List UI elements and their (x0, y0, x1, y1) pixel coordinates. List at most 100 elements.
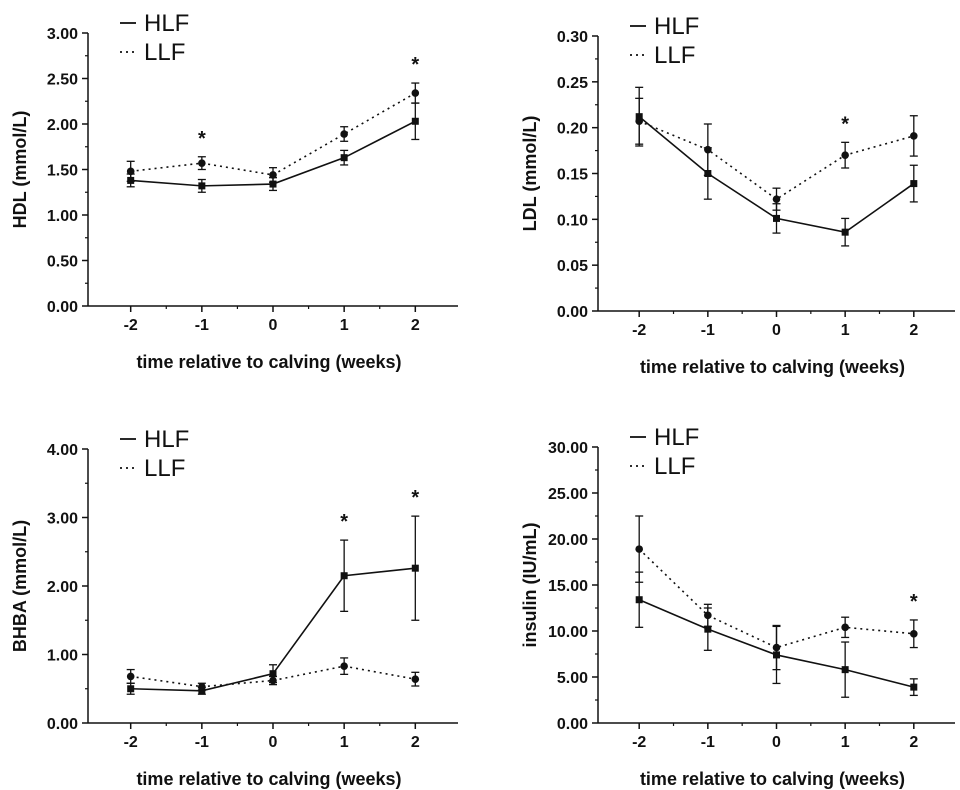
bhba-hlf-point (411, 564, 419, 572)
bhba-significance-star: * (411, 487, 419, 509)
bhba-hlf-point (340, 572, 348, 580)
hdl-x-tick-label: -1 (195, 317, 209, 334)
hdl-x-axis-label: time relative to calving (weeks) (136, 352, 401, 372)
bhba-hlf-point (127, 685, 135, 693)
insulin-y-tick-label: 0.00 (557, 716, 588, 733)
ldl-y-tick-label: 0.00 (557, 304, 588, 321)
insulin-y-tick-label: 30.00 (548, 440, 588, 457)
bhba-legend-label-llf: LLF (144, 455, 185, 482)
ldl-llf-point (841, 151, 849, 159)
ldl-x-tick-label: -2 (632, 322, 646, 339)
ldl-y-tick-label: 0.30 (557, 29, 588, 46)
insulin-hlf-point (635, 596, 643, 604)
insulin-x-tick-label: -1 (701, 734, 715, 751)
hdl-y-tick-label: 2.00 (47, 117, 78, 134)
ldl-x-tick-label: 1 (841, 322, 850, 339)
insulin-hlf-point (841, 666, 849, 674)
bhba-hlf-point (269, 670, 277, 678)
bhba-llf-point (126, 672, 135, 681)
bhba-y-tick-label: 3.00 (47, 511, 78, 528)
hdl-y-tick-label: 0.50 (47, 254, 78, 271)
insulin-y-axis-label: insulin (IU/mL) (520, 523, 540, 648)
insulin-x-tick-label: 0 (772, 734, 781, 751)
hdl-llf-point (411, 89, 420, 97)
hdl-legend-label-llf: LLF (144, 39, 185, 66)
hdl-hlf-point (411, 117, 419, 125)
bhba-y-tick-label: 4.00 (47, 442, 78, 459)
ldl-llf-line (638, 120, 915, 201)
hdl-llf-point (269, 171, 277, 179)
insulin-llf-point (910, 629, 918, 638)
bhba-llf-point (411, 675, 420, 683)
insulin-hlf-point (910, 683, 918, 691)
ldl-hlf-point (910, 180, 918, 188)
ldl-x-tick-label: 0 (772, 322, 781, 339)
hdl-hlf-point (340, 154, 348, 162)
hdl-y-tick-label: 3.00 (47, 26, 78, 43)
ldl-llf-point (635, 117, 643, 126)
insulin-x-tick-label: 2 (909, 734, 918, 751)
hdl-y-tick-label: 1.00 (47, 208, 78, 225)
hdl-significance-star: * (411, 54, 419, 76)
insulin-y-tick-label: 10.00 (548, 624, 588, 641)
insulin-llf-point (635, 545, 643, 553)
ldl-y-tick-label: 0.05 (557, 258, 588, 275)
hdl-significance-star: * (198, 128, 206, 150)
bhba-x-tick-label: 2 (411, 734, 420, 751)
ldl-y-axis-label: LDL (mmol/L) (520, 116, 540, 232)
insulin-x-tick-label: 1 (841, 734, 850, 751)
bhba-y-tick-label: 2.00 (47, 579, 78, 596)
bhba-llf-point (198, 682, 206, 691)
insulin-x-axis-label: time relative to calving (weeks) (640, 769, 905, 789)
bhba-y-tick-label: 0.00 (47, 716, 78, 733)
insulin-legend-label-hlf: HLF (654, 424, 699, 451)
bhba-llf-point (269, 676, 277, 685)
ldl-y-tick-label: 0.20 (557, 121, 588, 138)
bhba-y-tick-label: 1.00 (47, 648, 78, 665)
bhba-panel: 0.00 1.00 2.00 3.00 4.00 -2 -1 0 1 2 time relative… (10, 426, 458, 789)
bhba-x-tick-label: 1 (340, 734, 349, 751)
bhba-llf-point (340, 662, 348, 670)
bhba-significance-star: * (340, 511, 348, 533)
ldl-x-axis-label: time relative to calving (weeks) (640, 357, 905, 377)
bhba-hlf-point (198, 687, 206, 695)
insulin-y-tick-label: 5.00 (557, 670, 588, 687)
ldl-y-tick-label: 0.10 (557, 212, 588, 229)
hdl-y-axis-label: HDL (mmol/L) (10, 111, 30, 229)
hdl-y-tick-label: 0.00 (47, 299, 78, 316)
insulin-panel: 0.00 5.00 10.00 15.00 20.00 25.00 30.00 -2 -1 0 1 2… (520, 424, 955, 789)
bhba-x-tick-label: 0 (269, 734, 278, 751)
ldl-llf-point (910, 132, 918, 140)
hdl-panel: 0.00 0.50 1.00 1.50 2.00 2.50 3.00 -2 -1 0 1 2 time … (10, 10, 458, 372)
hdl-hlf-point (269, 180, 277, 188)
insulin-llf-line (638, 548, 914, 649)
insulin-llf-point (704, 611, 712, 620)
hdl-llf-point (126, 167, 135, 176)
hdl-y-tick-label: 1.50 (47, 163, 78, 180)
bhba-y-axis-label: BHBA (mmol/L) (10, 520, 30, 652)
insulin-x-tick-label: -2 (632, 734, 646, 751)
hdl-llf-point (340, 130, 348, 138)
ldl-hlf-point (841, 228, 849, 236)
insulin-y-tick-label: 20.00 (548, 532, 588, 549)
ldl-hlf-point (773, 214, 780, 222)
bhba-x-axis-label: time relative to calving (weeks) (136, 769, 401, 789)
ldl-panel: 0.00 0.05 0.10 0.15 0.20 0.25 0.30 -2 -1 0 1 2 time … (520, 13, 955, 377)
bhba-x-tick-label: -2 (124, 734, 138, 751)
insulin-significance-star: * (910, 591, 918, 613)
hdl-x-tick-label: 1 (340, 317, 349, 334)
ldl-significance-star: * (841, 113, 849, 135)
hdl-y-tick-label: 2.50 (47, 72, 78, 89)
bhba-x-tick-label: -1 (195, 734, 209, 751)
hdl-x-tick-label: 0 (269, 317, 278, 334)
insulin-legend-label-llf: LLF (654, 453, 695, 480)
ldl-y-tick-label: 0.25 (557, 75, 588, 92)
insulin-y-tick-label: 25.00 (548, 486, 588, 503)
hdl-llf-line (130, 92, 416, 176)
ldl-legend-label-hlf: HLF (654, 13, 699, 40)
bhba-legend-label-hlf: HLF (144, 426, 189, 453)
insulin-hlf-point (704, 625, 712, 633)
insulin-y-tick-label: 15.00 (548, 578, 588, 595)
hdl-x-tick-label: -2 (124, 317, 138, 334)
